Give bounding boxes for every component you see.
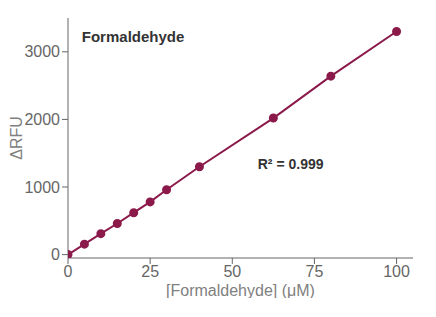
svg-text:75: 75 bbox=[306, 263, 324, 280]
svg-text:2000: 2000 bbox=[24, 111, 60, 128]
svg-text:[Formaldehyde] (μM): [Formaldehyde] (μM) bbox=[166, 282, 315, 298]
svg-text:100: 100 bbox=[383, 263, 410, 280]
html-text:Formaldehyde: Formaldehyde bbox=[81, 27, 185, 45]
svg-text:50: 50 bbox=[223, 263, 241, 280]
svg-text:3000: 3000 bbox=[24, 43, 60, 60]
svg-text:0: 0 bbox=[51, 246, 60, 263]
svg-text:25: 25 bbox=[141, 263, 159, 280]
svg-text:ΔRFU: ΔRFU bbox=[8, 116, 25, 160]
html-text:R² = 0.999: R² = 0.999 bbox=[257, 156, 324, 172]
svg-text:0: 0 bbox=[64, 263, 73, 280]
svg-text:1000: 1000 bbox=[24, 179, 60, 196]
